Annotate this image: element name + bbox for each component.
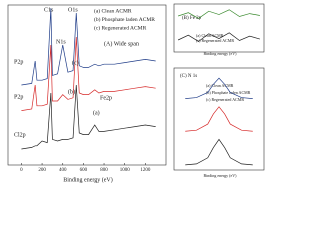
plot-frame (173, 67, 265, 171)
spectrum-line (185, 138, 253, 166)
x-tick-label: 600 (80, 168, 88, 173)
spectrum-line (21, 8, 156, 86)
panel-title: (B) Fe 2p (182, 16, 202, 21)
legend-entry: (c) Regenerated ACMR (206, 97, 244, 102)
figure: 0 200 400 600 800 1000 1200 Binding energy (eV)… (7, 3, 265, 183)
legend-entry: (c) Regenerated ACMR (94, 24, 147, 31)
x-axis-label: Binding energy (eV) (203, 51, 237, 56)
x-tick-label: 1200 (140, 168, 151, 173)
x-tick-label: 0 (20, 168, 23, 173)
peak-label: Fe2p (100, 95, 112, 101)
x-axis-label: Binding energy (eV) (203, 173, 237, 178)
x-axis-label: Binding energy (eV) (63, 176, 113, 183)
legend-entry: (c) Regenerated ACMR (196, 38, 234, 43)
legend-entry: (b) Phosphate laden ACMR (94, 16, 155, 23)
peak-label: Cl2p (14, 132, 26, 138)
spectrum-line (21, 36, 156, 111)
peak-label: (b) (68, 88, 75, 95)
x-tick-label: 800 (100, 168, 108, 173)
peak-label: C1s (44, 7, 54, 13)
legend-entry: (a) Clean ACMR (196, 33, 224, 38)
peak-label: O1s (68, 7, 78, 13)
plot-frame (7, 4, 167, 166)
spectrum-line (185, 106, 253, 132)
peak-label: P2p (14, 59, 23, 65)
legend-entry: (a) Clean ACMR (94, 7, 132, 14)
panel-title: (C) N 1s (180, 74, 197, 79)
legend-entry: (a) Clean ACMR (206, 83, 234, 88)
spectrum-line (177, 32, 261, 42)
x-tick-label: 1000 (120, 168, 131, 173)
x-tick-label: 400 (59, 168, 67, 173)
plot-frame (173, 3, 265, 53)
legend-entry: (b) Phosphate laden ACMR (206, 90, 251, 95)
x-tick-label: 200 (38, 168, 46, 173)
spectrum-line (177, 9, 260, 19)
peak-label: P2p (14, 94, 23, 100)
panel-title: (A) Wide span (104, 40, 139, 47)
peak-label: N1s (56, 39, 66, 45)
peak-label: (c) (72, 59, 79, 66)
spectrum-line (21, 84, 156, 150)
spectrum-line (185, 77, 253, 99)
peak-label: (a) (93, 109, 100, 116)
